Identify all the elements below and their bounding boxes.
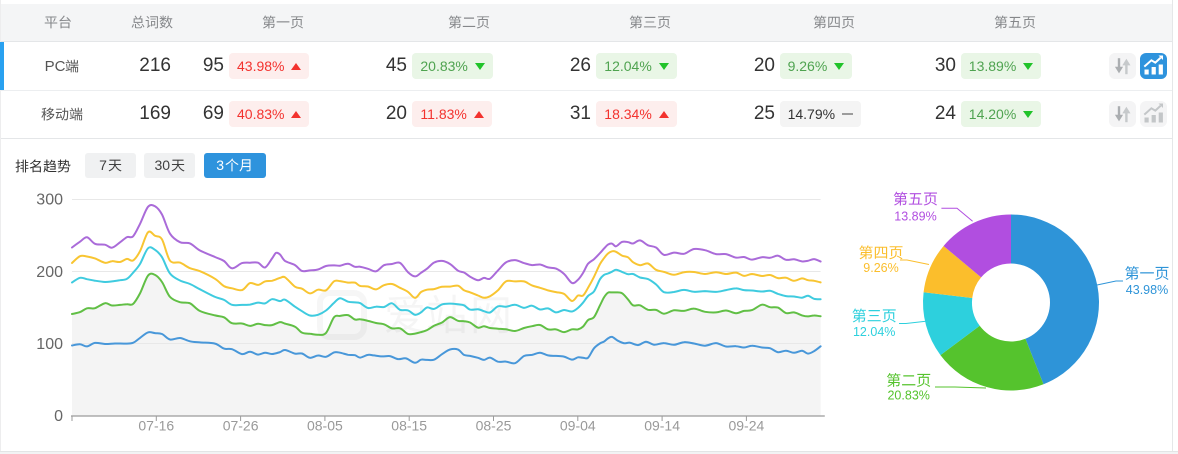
- svg-text:0: 0: [54, 408, 63, 425]
- svg-text:07-16: 07-16: [138, 418, 174, 434]
- svg-text:20.83%: 20.83%: [887, 389, 929, 403]
- svg-text:09-24: 09-24: [728, 418, 764, 434]
- svg-text:13.89%: 13.89%: [894, 210, 936, 224]
- svg-text:08-15: 08-15: [391, 418, 427, 434]
- svg-text:09-14: 09-14: [644, 418, 680, 434]
- svg-text:08-05: 08-05: [307, 418, 343, 434]
- svg-text:07-26: 07-26: [223, 418, 259, 434]
- svg-text:100: 100: [36, 336, 63, 353]
- svg-text:09-04: 09-04: [560, 418, 596, 434]
- svg-text:200: 200: [36, 264, 63, 281]
- svg-text:300: 300: [36, 192, 63, 209]
- svg-text:43.98%: 43.98%: [1126, 283, 1168, 297]
- svg-text:08-25: 08-25: [476, 418, 512, 434]
- svg-text:12.04%: 12.04%: [853, 325, 895, 339]
- svg-text:9.26%: 9.26%: [863, 261, 898, 275]
